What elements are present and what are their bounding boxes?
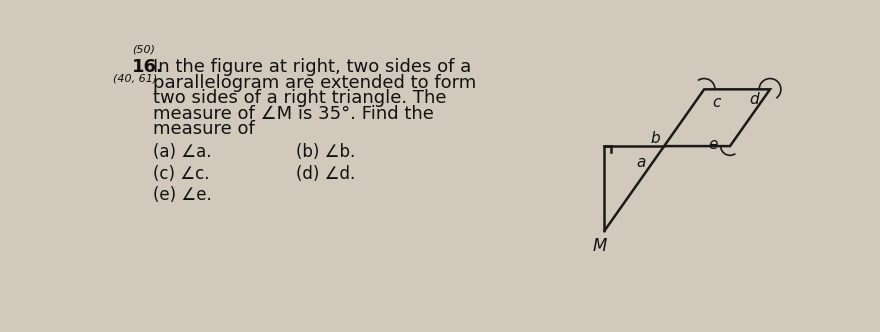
Text: 16.: 16.: [132, 58, 164, 76]
Text: (d) ∠d.: (d) ∠d.: [296, 165, 356, 183]
Text: (40, 61): (40, 61): [114, 74, 158, 84]
Text: In the figure at right, two sides of a: In the figure at right, two sides of a: [152, 58, 471, 76]
Text: (b) ∠b.: (b) ∠b.: [296, 143, 356, 161]
Text: M: M: [592, 237, 607, 255]
Text: measure of: measure of: [152, 120, 254, 138]
Text: b: b: [650, 131, 660, 146]
Text: (50): (50): [132, 44, 155, 54]
Text: (c) ∠c.: (c) ∠c.: [152, 165, 209, 183]
Text: (e) ∠e.: (e) ∠e.: [152, 186, 211, 204]
Text: a: a: [636, 155, 646, 170]
Text: e: e: [708, 137, 718, 152]
Text: c: c: [713, 96, 721, 111]
Text: measure of ∠M is 35°. Find the: measure of ∠M is 35°. Find the: [152, 105, 434, 123]
Text: two sides of a right triangle. The: two sides of a right triangle. The: [152, 89, 446, 107]
Text: d: d: [750, 92, 759, 108]
Text: (a) ∠a.: (a) ∠a.: [152, 143, 211, 161]
Text: parallelogram are extended to form: parallelogram are extended to form: [152, 74, 476, 92]
